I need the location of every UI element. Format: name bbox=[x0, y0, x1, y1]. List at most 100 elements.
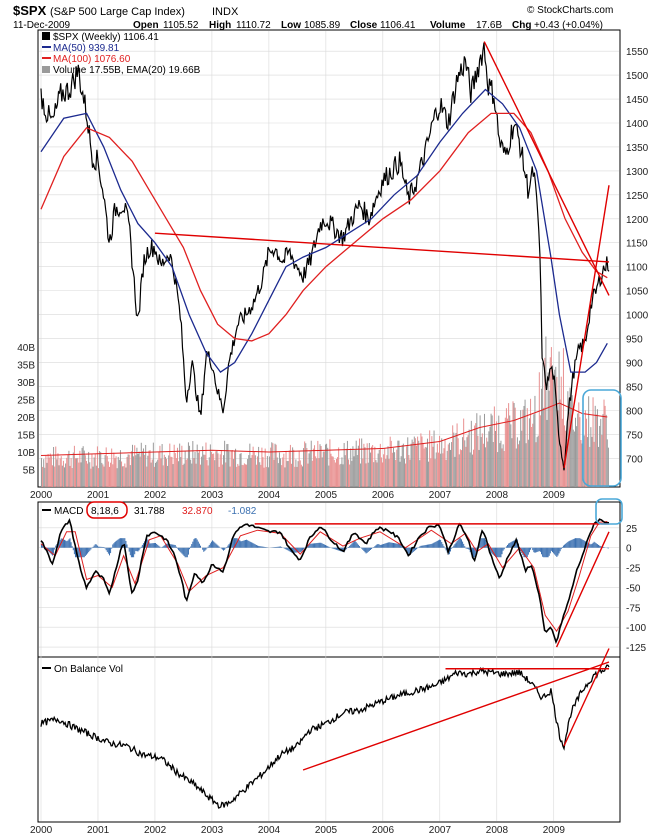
macd-hist-bar bbox=[603, 547, 605, 548]
volume-bar bbox=[383, 454, 385, 487]
macd-hist-bar bbox=[560, 547, 562, 550]
macd-hist-bar bbox=[325, 545, 326, 548]
macd-params: 8,18,6 bbox=[91, 506, 119, 517]
macd-hist-bar bbox=[493, 547, 495, 556]
volume-bar bbox=[273, 459, 275, 487]
volume-bar bbox=[210, 451, 212, 487]
volume-bar bbox=[562, 348, 564, 487]
volume-bar bbox=[292, 447, 294, 487]
macd-hist-bar bbox=[309, 543, 311, 548]
macd-hist-bar bbox=[164, 544, 166, 548]
macd-tick-label: 0 bbox=[626, 544, 632, 555]
volume-bar bbox=[588, 396, 590, 487]
macd-hist-bar bbox=[570, 540, 572, 548]
macd-hist-bar bbox=[50, 547, 52, 555]
macd-hist-bar bbox=[215, 543, 217, 548]
price-tick-label: 900 bbox=[626, 358, 643, 369]
macd-hist-bar bbox=[250, 541, 252, 548]
volume-bar bbox=[568, 412, 570, 487]
volume-bar bbox=[440, 453, 442, 487]
macd-hist-bar bbox=[226, 546, 228, 548]
volume-bar bbox=[329, 439, 331, 487]
volume-bar bbox=[91, 454, 93, 487]
close-label: Close bbox=[350, 20, 378, 31]
macd-hist-bar bbox=[137, 547, 139, 552]
volume-bar bbox=[216, 450, 218, 487]
price-tick-label: 1400 bbox=[626, 119, 649, 130]
macd-hist-bar bbox=[121, 538, 123, 548]
volume-bar bbox=[493, 406, 495, 487]
macd-hist-bar bbox=[139, 547, 141, 549]
macd-hist-bar bbox=[428, 544, 430, 548]
macd-hist-bar bbox=[362, 547, 364, 550]
volume-bar bbox=[135, 455, 137, 487]
volume-bar bbox=[558, 351, 560, 487]
volume-bar bbox=[521, 430, 523, 487]
macd-hist-bar bbox=[106, 547, 108, 552]
price-tick-label: 800 bbox=[626, 406, 643, 417]
volume-bar bbox=[340, 463, 342, 487]
macd-hist-bar bbox=[424, 545, 426, 548]
macd-hist-bar bbox=[210, 541, 212, 548]
series-lines bbox=[40, 41, 610, 809]
x-tick-label-top: 2003 bbox=[201, 490, 224, 501]
volume-bar bbox=[122, 466, 124, 487]
volume-bar bbox=[180, 457, 182, 487]
volume-bar bbox=[417, 436, 419, 487]
macd-hist-bar bbox=[561, 546, 563, 548]
macd-hist-bar bbox=[490, 547, 492, 553]
volume-bar bbox=[437, 452, 439, 487]
macd-hist-bar bbox=[286, 547, 288, 551]
volume-bar bbox=[334, 462, 336, 487]
volume-bar bbox=[179, 443, 181, 487]
volume-bar bbox=[463, 418, 465, 487]
volume-bar bbox=[206, 460, 208, 487]
volume-bar bbox=[57, 453, 59, 487]
macd-hist-bar bbox=[322, 543, 324, 548]
macd-hist-bar bbox=[251, 542, 253, 548]
macd-hist-bar bbox=[128, 547, 130, 552]
volume-bar bbox=[581, 443, 583, 487]
volume-bar bbox=[51, 465, 53, 487]
macd-hist-bar bbox=[416, 547, 418, 550]
volume-bar bbox=[539, 415, 541, 487]
volume-bar bbox=[270, 447, 272, 487]
macd-hist-bar bbox=[592, 542, 594, 548]
volume-bar bbox=[49, 453, 51, 487]
macd-hist-bar bbox=[566, 542, 568, 548]
volume-bar bbox=[267, 467, 269, 487]
macd-hist-bar bbox=[265, 547, 267, 548]
volume-bar bbox=[162, 465, 164, 487]
macd-hist-bar bbox=[455, 542, 457, 548]
macd-hist-bar bbox=[546, 547, 548, 558]
macd-hist-bar bbox=[280, 546, 282, 548]
macd-hist-bar bbox=[579, 538, 581, 548]
macd-hist-bar bbox=[274, 547, 276, 548]
volume-bar bbox=[132, 444, 134, 487]
volume-bar bbox=[300, 464, 302, 487]
volume-bar bbox=[435, 452, 437, 487]
volume-bar bbox=[287, 461, 289, 487]
volume-bar bbox=[489, 426, 491, 487]
macd-hist-bar bbox=[125, 540, 127, 548]
volume-bar bbox=[473, 449, 475, 487]
volume-bar bbox=[254, 455, 256, 487]
volume-bar bbox=[594, 405, 596, 487]
volume-bar bbox=[510, 424, 512, 487]
volume-bar bbox=[238, 465, 240, 487]
macd-hist-bar bbox=[497, 547, 499, 558]
macd-hist-bar bbox=[108, 547, 110, 556]
macd-hist-bar bbox=[64, 539, 66, 548]
macd-hist-bar bbox=[186, 547, 188, 558]
volume-bar bbox=[446, 450, 448, 487]
macd-hist-bar bbox=[153, 543, 155, 548]
macd-tick-label: -125 bbox=[626, 643, 646, 654]
macd-hist-bar bbox=[374, 546, 376, 548]
volume-bar bbox=[271, 442, 273, 487]
volume-bar bbox=[479, 415, 481, 487]
macd-hist-bar bbox=[440, 539, 442, 548]
macd-hist-bar bbox=[598, 544, 600, 548]
macd-hist-bar bbox=[278, 546, 280, 548]
macd-hist-bar bbox=[375, 545, 377, 548]
volume-bar bbox=[157, 459, 159, 487]
